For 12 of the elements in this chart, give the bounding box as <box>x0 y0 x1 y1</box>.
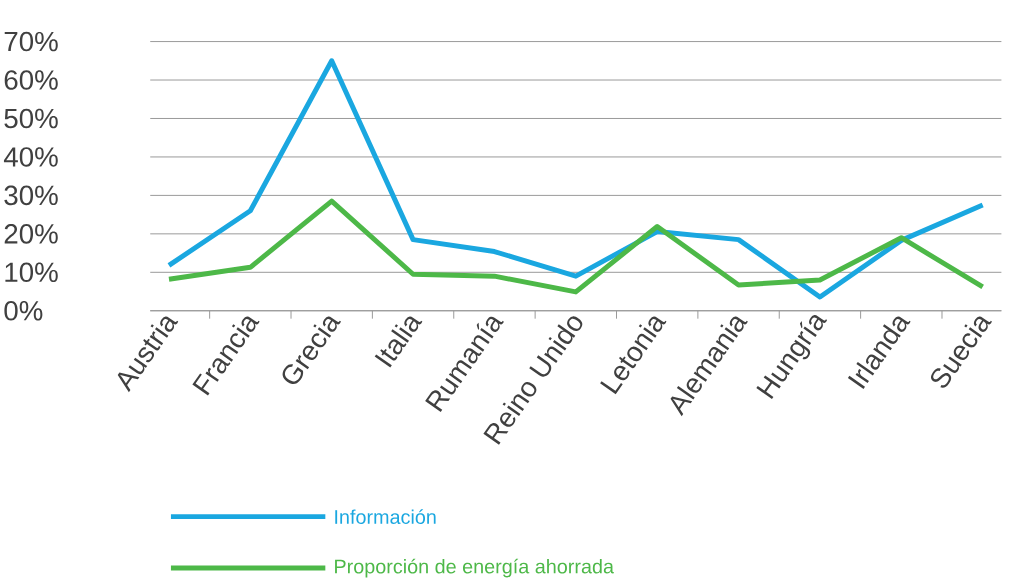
y-tick-label: 20% <box>4 224 58 244</box>
y-tick-label: 10% <box>5 262 58 283</box>
y-tick-label: 30% <box>4 185 58 206</box>
line-series <box>166 58 986 300</box>
y-tick-label: 50% <box>4 108 58 129</box>
text: Información <box>335 509 436 525</box>
line-series <box>166 198 986 295</box>
text: Proporción de energía ahorrada <box>335 558 614 578</box>
y-tick-label: 60% <box>4 70 58 90</box>
y-tick-label: 70% <box>4 31 58 52</box>
y-tick-label: 40% <box>3 147 58 167</box>
y-tick-label: 0% <box>4 300 43 321</box>
